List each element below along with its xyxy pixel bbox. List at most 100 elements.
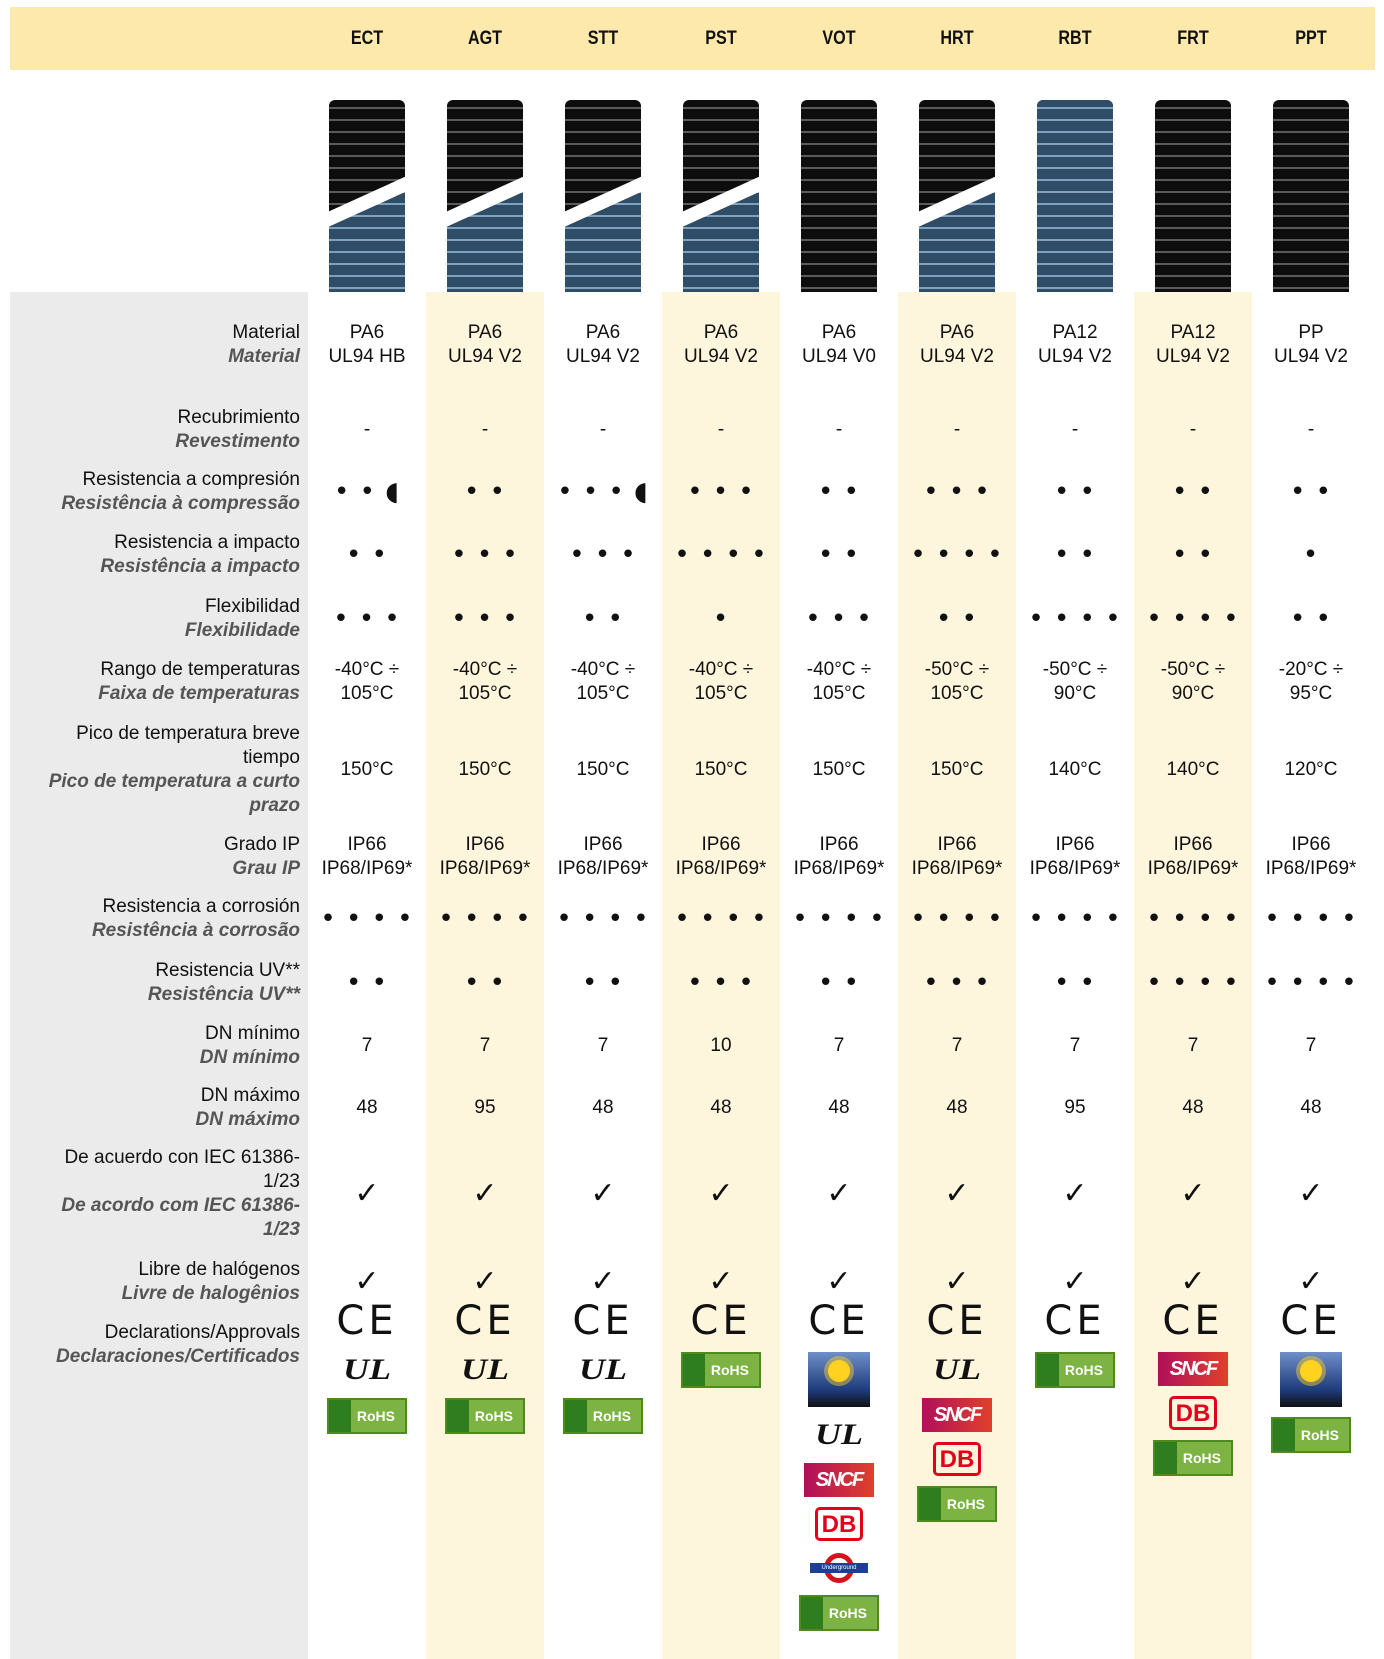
table-cell: 150°C [812, 759, 866, 780]
table-cell: - [599, 419, 607, 440]
table-cell: ✓ [1180, 1264, 1206, 1299]
table-cell: IP66 IP68/IP69* [911, 834, 1003, 879]
ul-logo: UL [815, 1418, 863, 1451]
table-cell: 48 [356, 1097, 378, 1118]
row-label: Grado IP Grau IP [35, 833, 300, 881]
label-pt: Resistência UV** [147, 984, 300, 1005]
table-cell: - [363, 419, 371, 440]
product-image [1037, 100, 1113, 292]
table-cell: IP66 IP68/IP69* [557, 834, 649, 879]
table-cell: • • • • [1264, 968, 1358, 998]
table-cell: 140°C [1166, 759, 1220, 780]
table-cell: -50°C ÷ 90°C [1042, 659, 1108, 704]
label-pt: Resistência à compressão [61, 493, 300, 514]
table-cell: -40°C ÷ 105°C [570, 659, 636, 704]
table-cell: PA6 UL94 V2 [920, 322, 994, 367]
label-es: De acuerdo con IEC 61386-1/23 [64, 1147, 300, 1192]
table-cell: IP66 IP68/IP69* [793, 834, 885, 879]
table-cell: • • • • [438, 904, 532, 934]
label-es: Pico de temperatura breve tiempo [76, 723, 300, 768]
table-cell: -50°C ÷ 105°C [924, 659, 990, 704]
label-pt: De acordo com IEC 61386-1/23 [61, 1195, 300, 1240]
table-cell: • • • • [792, 904, 886, 934]
table-cell: 140°C [1048, 759, 1102, 780]
table-cell: • • • • [320, 904, 414, 934]
row-label: Resistencia a compresión Resistência à co… [35, 468, 300, 516]
table-cell: PA6 UL94 V2 [684, 322, 758, 367]
product-image [919, 100, 995, 292]
label-pt: DN mínimo [199, 1047, 300, 1068]
rohs-logo: RoHS [681, 1352, 761, 1388]
table-cell: • • • [569, 540, 637, 570]
table-cell: • • [818, 540, 860, 570]
table-cell: ✓ [708, 1176, 734, 1211]
column-header: HRT [940, 28, 974, 49]
label-es: Resistencia a corrosión [102, 896, 300, 917]
column-header: PPT [1295, 28, 1327, 49]
table-cell: 7 [1187, 1035, 1199, 1056]
db-logo: DB [815, 1507, 863, 1541]
table-cell: - [1071, 419, 1079, 440]
table-cell: ✓ [590, 1176, 616, 1211]
table-cell: • • • • [910, 540, 1004, 570]
certification-stack: CE RoHS [662, 1300, 780, 1388]
table-cell: PA6 UL94 V0 [802, 322, 876, 367]
table-cell: ✓ [472, 1176, 498, 1211]
label-es: Resistencia UV** [155, 960, 300, 981]
sncf-logo: SNCF [804, 1463, 874, 1497]
table-cell: -40°C ÷ 105°C [688, 659, 754, 704]
table-cell: PA6 UL94 HB [328, 322, 406, 367]
row-label: Pico de temperatura breve tiempo Pico de … [35, 722, 300, 818]
table-cell: 7 [597, 1035, 609, 1056]
table-cell: • • [1290, 604, 1332, 634]
table-cell: -40°C ÷ 105°C [806, 659, 872, 704]
column-highlight [662, 292, 780, 1659]
table-cell: ✓ [944, 1264, 970, 1299]
certification-stack: CE UL SNCF DB Underground RoHS [780, 1300, 898, 1631]
table-cell: ✓ [708, 1264, 734, 1299]
underground-logo: Underground [810, 1551, 868, 1585]
table-cell: • • • • [1146, 968, 1240, 998]
certification-stack: CE UL RoHS [544, 1300, 662, 1434]
table-cell: • • • [687, 968, 755, 998]
table-cell: 48 [592, 1097, 614, 1118]
table-cell: • • • [333, 604, 401, 634]
column-header: ECT [350, 28, 384, 49]
column-header: PST [705, 28, 737, 49]
table-cell: • [712, 604, 730, 634]
table-cell: • • [1054, 477, 1096, 507]
table-cell: ✓ [354, 1176, 380, 1211]
table-cell: • • • [451, 540, 519, 570]
table-cell: • • • [923, 968, 991, 998]
label-es: DN mínimo [204, 1023, 300, 1044]
table-cell: • • [464, 968, 506, 998]
table-cell: ✓ [944, 1176, 970, 1211]
table-cell: 150°C [694, 759, 748, 780]
rohs-logo: RoHS [445, 1398, 525, 1434]
table-cell: • • [346, 968, 388, 998]
label-pt: Material [228, 346, 300, 367]
table-cell: - [953, 419, 961, 440]
row-label: De acuerdo con IEC 61386-1/23 De acordo c… [35, 1146, 300, 1242]
table-cell: IP66 IP68/IP69* [1265, 834, 1357, 879]
label-pt: Resistência à corrosão [91, 920, 300, 941]
table-cell: • • • • [674, 904, 768, 934]
table-cell: ✓ [590, 1264, 616, 1299]
certification-stack: CE UL RoHS [308, 1300, 426, 1434]
table-cell: 48 [946, 1097, 968, 1118]
table-cell: 95 [474, 1097, 496, 1118]
ce-mark: CE [1162, 1298, 1224, 1344]
label-es: Rango de temperaturas [100, 659, 300, 680]
table-cell: 7 [951, 1035, 963, 1056]
label-es: Resistencia a compresión [82, 469, 300, 490]
table-cell: 95 [1064, 1097, 1086, 1118]
ce-mark: CE [1044, 1298, 1106, 1344]
rohs-logo: RoHS [1035, 1352, 1115, 1388]
table-cell: IP66 IP68/IP69* [439, 834, 531, 879]
table-cell: PP UL94 V2 [1274, 322, 1348, 367]
rohs-logo: RoHS [563, 1398, 643, 1434]
table-cell: • • • • [1028, 904, 1122, 934]
ce-mark: CE [572, 1298, 634, 1344]
